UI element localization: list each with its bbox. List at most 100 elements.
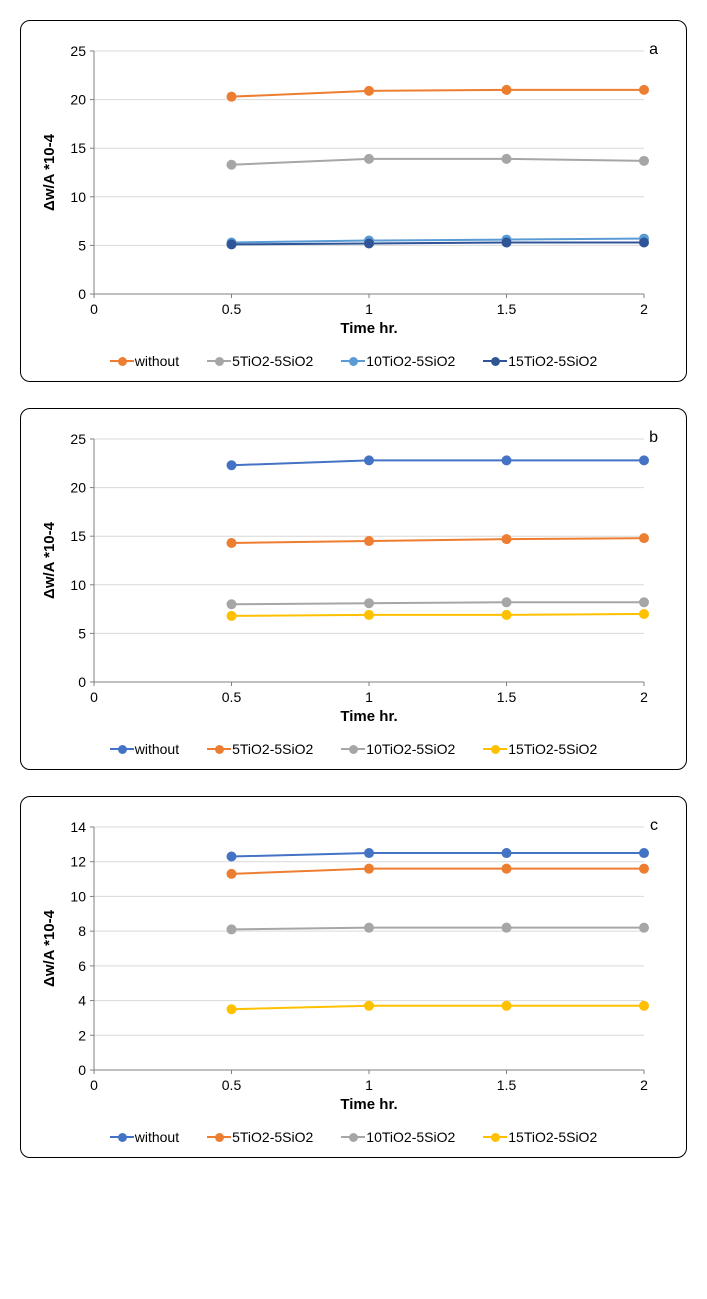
xtick-label: 2 [640, 1077, 648, 1093]
series-line [232, 853, 645, 856]
series-marker [502, 154, 512, 164]
legend-item: without [110, 741, 179, 757]
series-marker [639, 1001, 649, 1011]
x-axis-title: Time hr. [340, 1096, 397, 1113]
legend-label: 10TiO2-5SiO2 [366, 1129, 455, 1145]
series-marker [364, 1001, 374, 1011]
xtick-label: 1.5 [497, 301, 517, 317]
series-marker [364, 154, 374, 164]
legend-item: 10TiO2-5SiO2 [341, 741, 455, 757]
series-marker [227, 538, 237, 548]
series-marker [364, 848, 374, 858]
xtick-label: 2 [640, 689, 648, 705]
xtick-label: 1.5 [497, 689, 517, 705]
series-marker [502, 923, 512, 933]
x-axis-title: Time hr. [340, 320, 397, 337]
ytick-label: 4 [78, 993, 86, 1009]
panel-a: a 051015202500.511.52Time hr.Δw/A *10-4 … [20, 20, 687, 382]
series-marker [227, 869, 237, 879]
ytick-label: 10 [70, 888, 86, 904]
series-marker [227, 1004, 237, 1014]
legend-label: 10TiO2-5SiO2 [366, 741, 455, 757]
series-marker [639, 848, 649, 858]
legend-label: without [135, 353, 179, 369]
series-marker [502, 864, 512, 874]
legend-swatch [341, 357, 358, 366]
ytick-label: 15 [70, 140, 86, 156]
series-line [232, 928, 645, 930]
series-marker [502, 85, 512, 95]
xtick-label: 0.5 [222, 1077, 242, 1093]
series-marker [227, 92, 237, 102]
xtick-label: 1 [365, 301, 373, 317]
series-marker [227, 611, 237, 621]
series-marker [364, 864, 374, 874]
legend-item: 15TiO2-5SiO2 [483, 741, 597, 757]
series-marker [227, 852, 237, 862]
series-line [232, 538, 645, 543]
legend: without 5TiO2-5SiO2 10TiO2-5SiO2 15TiO2-… [39, 353, 668, 369]
series-marker [502, 455, 512, 465]
ytick-label: 0 [78, 674, 86, 690]
series-marker [502, 237, 512, 247]
legend-label: 10TiO2-5SiO2 [366, 353, 455, 369]
xtick-label: 2 [640, 301, 648, 317]
legend-label: without [135, 741, 179, 757]
panel-letter: a [649, 41, 658, 59]
series-marker [227, 460, 237, 470]
ytick-label: 20 [70, 92, 86, 108]
series-marker [227, 239, 237, 249]
series-marker [639, 864, 649, 874]
legend-item: 15TiO2-5SiO2 [483, 1129, 597, 1145]
legend-swatch [341, 1133, 358, 1142]
xtick-label: 0.5 [222, 689, 242, 705]
panel-letter: b [649, 429, 658, 447]
ytick-label: 15 [70, 528, 86, 544]
legend-label: 5TiO2-5SiO2 [232, 741, 313, 757]
series-marker [639, 85, 649, 95]
chart-b: 051015202500.511.52Time hr.Δw/A *10-4 [39, 427, 659, 727]
series-marker [502, 610, 512, 620]
series-marker [502, 534, 512, 544]
legend-swatch [110, 1133, 127, 1142]
legend-item: without [110, 353, 179, 369]
series-marker [364, 455, 374, 465]
series-marker [639, 237, 649, 247]
series-line [232, 614, 645, 616]
series-marker [639, 455, 649, 465]
legend-swatch [341, 745, 358, 754]
legend: without 5TiO2-5SiO2 10TiO2-5SiO2 15TiO2-… [39, 1129, 668, 1145]
series-line [232, 159, 645, 165]
ytick-label: 10 [70, 189, 86, 205]
series-marker [639, 609, 649, 619]
legend-swatch [483, 745, 500, 754]
ytick-label: 12 [70, 854, 86, 870]
ytick-label: 25 [70, 431, 86, 447]
series-marker [502, 597, 512, 607]
legend: without 5TiO2-5SiO2 10TiO2-5SiO2 15TiO2-… [39, 741, 668, 757]
series-marker [364, 598, 374, 608]
series-marker [502, 1001, 512, 1011]
series-line [232, 460, 645, 465]
legend-swatch [207, 1133, 224, 1142]
panel-c: c 0246810121400.511.52Time hr.Δw/A *10-4… [20, 796, 687, 1158]
series-marker [639, 597, 649, 607]
legend-item: 10TiO2-5SiO2 [341, 1129, 455, 1145]
series-marker [227, 599, 237, 609]
legend-item: without [110, 1129, 179, 1145]
legend-item: 5TiO2-5SiO2 [207, 741, 313, 757]
series-marker [364, 238, 374, 248]
legend-item: 10TiO2-5SiO2 [341, 353, 455, 369]
legend-swatch [110, 745, 127, 754]
ytick-label: 20 [70, 480, 86, 496]
legend-label: without [135, 1129, 179, 1145]
page: { "shared": { "x_label": "Time hr.", "y_… [0, 0, 707, 1214]
ytick-label: 2 [78, 1027, 86, 1043]
legend-label: 15TiO2-5SiO2 [508, 1129, 597, 1145]
series-marker [227, 924, 237, 934]
series-marker [227, 160, 237, 170]
xtick-label: 0 [90, 689, 98, 705]
ytick-label: 25 [70, 43, 86, 59]
ytick-label: 10 [70, 577, 86, 593]
legend-swatch [207, 357, 224, 366]
